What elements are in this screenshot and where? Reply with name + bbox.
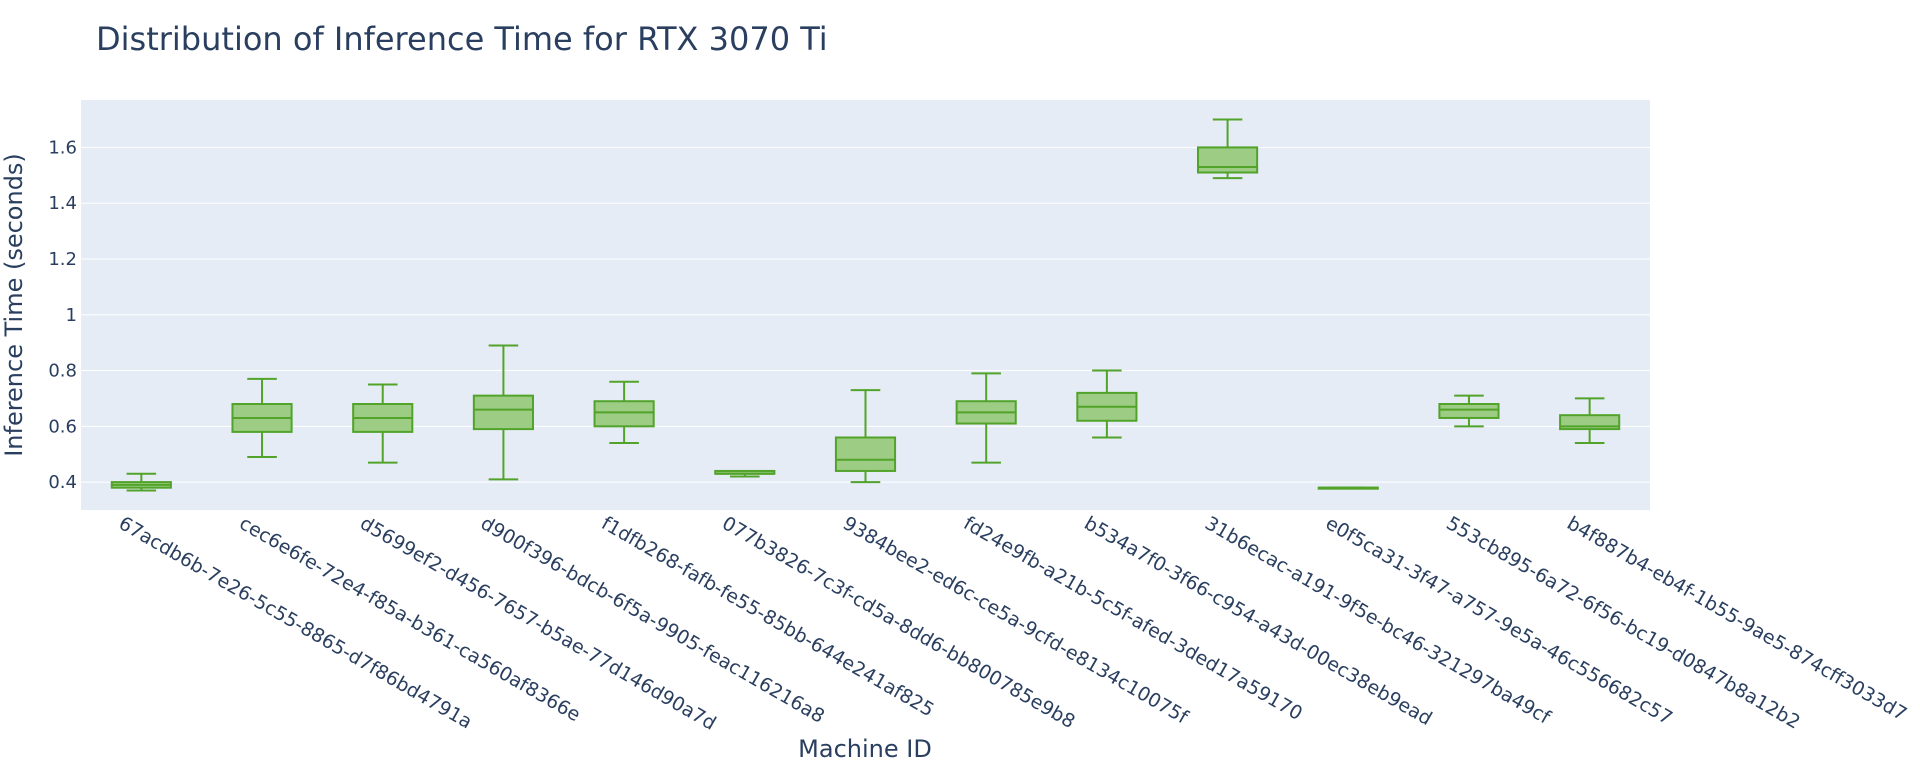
box-11 (1317, 486, 1379, 490)
box-series (110, 118, 1621, 492)
y-tick-label: 0.6 (48, 416, 77, 437)
y-tick-label: 0.4 (48, 472, 77, 493)
y-tick-label: 0.8 (48, 361, 77, 382)
y-tick-label: 1.4 (48, 193, 77, 214)
y-tick-label: 1.2 (48, 249, 77, 270)
x-axis-categories: 67acdb6b-7e26-5c55-8865-d7f86bd4791acec6… (115, 512, 1911, 735)
box-8 (955, 372, 1017, 464)
iqr-box (1438, 403, 1500, 419)
box-4 (472, 344, 534, 481)
box-12 (1438, 394, 1500, 428)
iqr-box (472, 394, 534, 431)
y-tick-label: 1.6 (48, 137, 77, 158)
y-axis-title: Inference Time (seconds) (0, 153, 28, 457)
box-2 (231, 377, 293, 459)
y-axis-ticks: 0.4 0.6 0.8 1 1.2 1.4 1.6 (48, 137, 77, 493)
chart-title: Distribution of Inference Time for RTX 3… (96, 20, 828, 58)
iqr-box (1197, 146, 1259, 174)
box-7 (834, 389, 897, 484)
box-3 (352, 383, 414, 464)
x-axis-title: Machine ID (798, 735, 932, 763)
y-tick-label: 1 (66, 305, 77, 326)
box-5 (593, 380, 655, 445)
iqr-box (593, 400, 655, 428)
iqr-box (834, 436, 897, 472)
box-9 (1076, 369, 1138, 439)
box-10 (1197, 118, 1259, 180)
box-6 (714, 469, 776, 478)
box-13 (1559, 397, 1621, 445)
box-1 (110, 472, 172, 492)
